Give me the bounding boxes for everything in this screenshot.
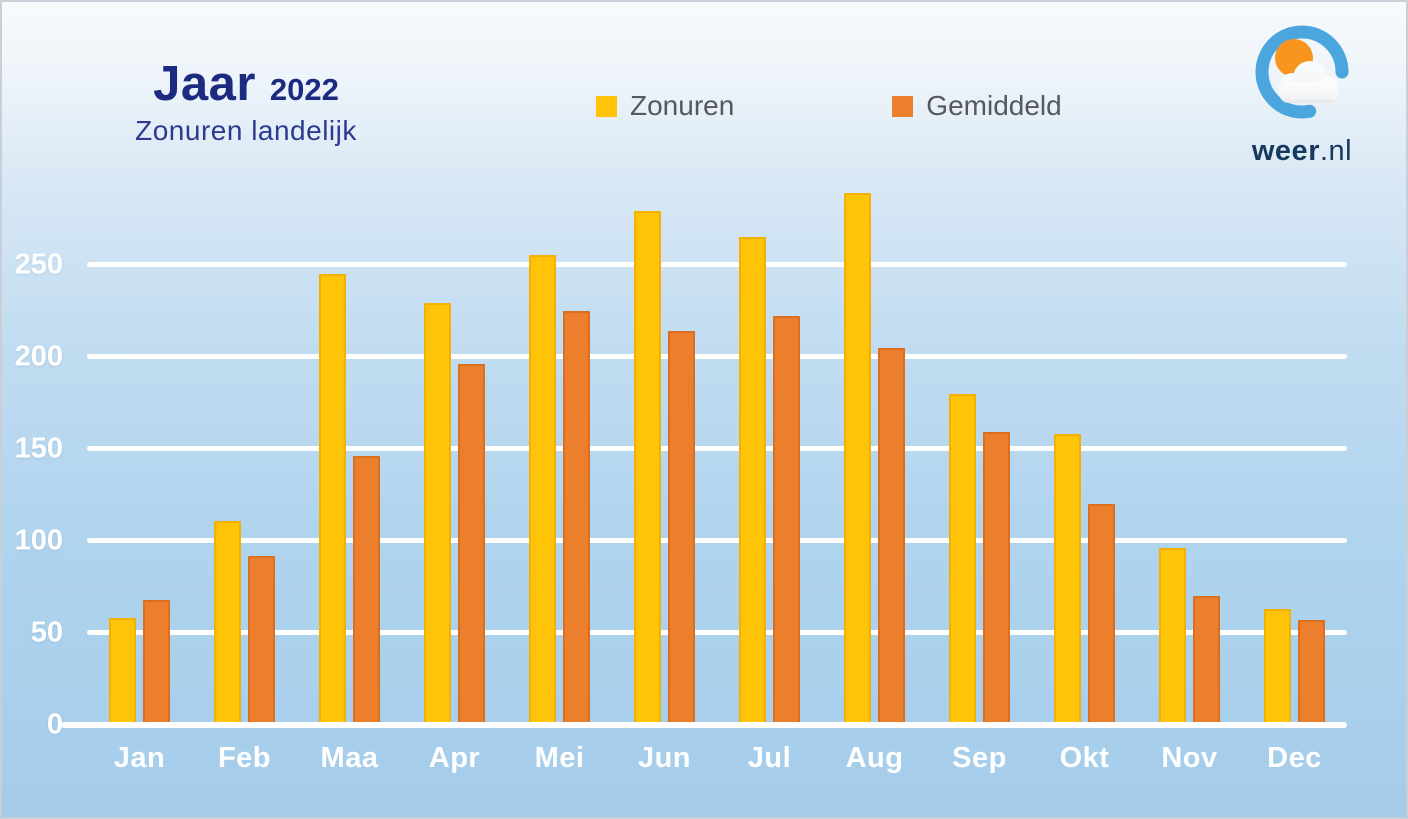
bar-zonuren-aug [844,192,871,725]
y-axis-label-250: 250 [14,248,63,281]
bar-gemiddeld-jan [143,599,170,725]
bar-gemiddeld-okt [1088,504,1115,725]
bar-group-feb [192,191,297,725]
title-line: Jaar 2022 [106,56,386,112]
page-title: Jaar [153,57,256,111]
bar-zonuren-nov [1159,548,1186,725]
legend: Zonuren Gemiddeld [596,90,1062,122]
bar-group-jan [87,191,192,725]
bar-zonuren-apr [424,303,451,725]
bar-zonuren-jul [739,237,766,725]
weer-nl-logo: weer.nl [1245,20,1359,168]
bar-group-aug [822,191,927,725]
gridline-50 [87,630,1347,636]
bar-zonuren-sep [949,393,976,725]
bar-gemiddeld-jun [668,330,695,725]
x-axis-label-okt: Okt [1059,742,1110,774]
sun-cloud-logo-icon [1255,25,1349,119]
gridline-200 [87,354,1347,360]
x-axis-label-dec: Dec [1267,742,1322,774]
bar-group-dec [1242,191,1347,725]
x-axis-label-mei: Mei [534,742,585,774]
bar-gemiddeld-mei [563,310,590,725]
title-block: Jaar 2022 Zonuren landelijk [106,56,386,147]
legend-label-gemiddeld: Gemiddeld [926,90,1062,121]
bar-gemiddeld-nov [1193,596,1220,725]
x-axis-label-jun: Jun [637,742,692,774]
x-axis-label-aug: Aug [845,742,904,774]
bar-gemiddeld-dec [1298,620,1325,725]
gridline-150 [87,446,1347,452]
bar-zonuren-mei [529,255,556,725]
brand-weer: weer [1251,135,1320,167]
bar-zonuren-jun [634,211,661,725]
gridline-250 [87,262,1347,268]
y-axis-label-150: 150 [14,432,63,465]
y-axis-label-0: 0 [46,708,63,741]
bar-zonuren-maa [319,273,346,725]
y-axis-label-50: 50 [30,616,63,649]
bar-group-jun [612,191,717,725]
x-axis-label-feb: Feb [217,742,272,774]
x-axis-label-jul: Jul [747,742,792,774]
bar-group-okt [1032,191,1137,725]
legend-label-zonuren: Zonuren [630,90,735,121]
legend-swatch-zonuren-icon [596,95,617,117]
bar-gemiddeld-feb [248,555,275,725]
page-subtitle: Zonuren landelijk [135,115,357,146]
x-axis-line [61,722,1347,728]
bar-zonuren-feb [214,520,241,725]
plot-area: 0 50 100 150 200 250 [15,191,1347,739]
bar-zonuren-okt [1054,434,1081,725]
x-axis-label-maa: Maa [320,742,379,774]
y-axis-label-200: 200 [14,340,63,373]
bar-group-sep [927,191,1032,725]
legend-swatch-gemiddeld-icon [892,95,914,117]
bar-gemiddeld-aug [878,347,905,725]
x-axis-label-sep: Sep [952,742,1007,774]
x-axis-labels: Jan Feb Maa Apr Mei Jun Jul Aug Sep Okt Nov Dec [87,742,1347,775]
bar-zonuren-dec [1264,609,1291,725]
bar-group-mei [507,191,612,725]
bar-gemiddeld-jul [773,316,800,725]
bar-group-jul [717,191,822,725]
x-axis-label-jan: Jan [113,742,166,774]
legend-item-zonuren: Zonuren [596,90,734,122]
bars-row [87,191,1347,725]
gridline-100 [87,538,1347,544]
bar-gemiddeld-maa [353,456,380,725]
bar-group-apr [402,191,507,725]
bar-zonuren-jan [109,618,136,725]
x-axis-label-nov: Nov [1161,742,1218,774]
bar-gemiddeld-sep [983,432,1010,725]
brand-nl: .nl [1319,135,1353,167]
page-title-year: 2022 [269,72,339,107]
legend-item-gemiddeld: Gemiddeld [892,90,1062,122]
bar-group-nov [1137,191,1242,725]
x-axis-label-apr: Apr [428,742,481,774]
bar-group-maa [297,191,402,725]
bar-gemiddeld-apr [458,364,485,725]
y-axis-label-100: 100 [14,524,63,557]
brand-text: weer.nl [1245,135,1359,168]
